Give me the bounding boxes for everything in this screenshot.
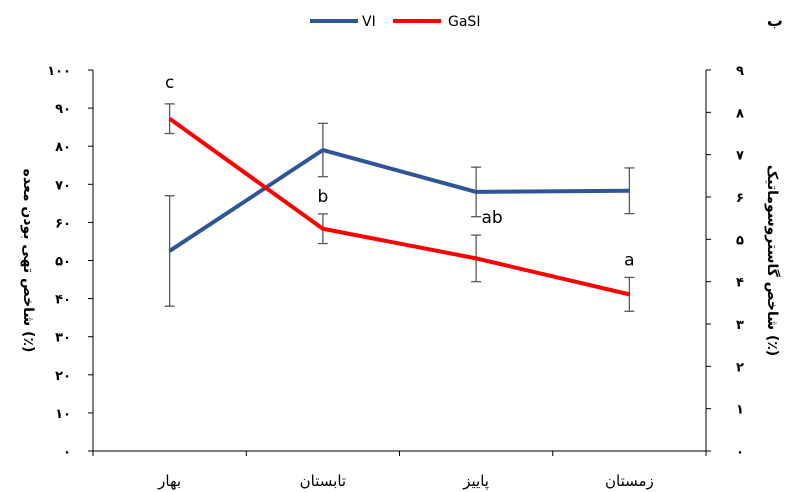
series-line-vi	[168, 148, 630, 253]
legend: VI GaSI	[310, 14, 480, 30]
legend-label: VI	[362, 14, 376, 30]
left-tick-label: ۶۰	[55, 216, 71, 231]
right-tick-label: ۱	[736, 403, 744, 418]
left-tick-label: ۵۰	[55, 255, 71, 270]
left-tick-label: ۱۰	[55, 407, 71, 422]
x-tick-label: پاییز	[462, 472, 489, 491]
series-layer: c b ab a	[164, 73, 635, 312]
right-tick-label: ۶	[736, 191, 744, 206]
right-tick-label: ۰	[736, 445, 744, 460]
left-tick-label: ۳۰	[55, 331, 71, 346]
x-tick-label: بهار	[157, 472, 181, 490]
significance-label: c	[165, 73, 174, 93]
left-tick-label: ۹۰	[55, 102, 71, 117]
right-tick-label: ۷	[736, 149, 744, 164]
right-tick-label: ۴	[736, 276, 744, 291]
left-tick-label: ۲۰	[55, 369, 71, 384]
x-tick-label: تابستان	[300, 472, 346, 490]
right-tick-label: ۲	[736, 360, 744, 375]
left-axis-title: شاخص تهی بودن معده (٪)	[20, 169, 36, 353]
series-line-gasi	[168, 117, 630, 297]
panel-label: ب	[767, 11, 783, 30]
right-tick-label: ۹	[736, 64, 744, 79]
significance-label: ab	[482, 208, 503, 228]
left-tick-label: ۴۰	[55, 293, 71, 308]
right-tick-label: ۵	[736, 233, 744, 248]
left-tick-label: ۸۰	[55, 140, 71, 155]
axes: ۰ ۱۰ ۲۰ ۳۰ ۴۰ ۵۰ ۶۰ ۷۰ ۸۰ ۹۰ ۱۰۰ ۰ ۱ ۲ ۳ ۴ ۵ ۶ ۷ ۸ ۹ بهار تابس…	[20, 64, 781, 491]
right-tick-label: ۸	[736, 106, 744, 121]
left-tick-label: ۱۰۰	[47, 64, 71, 79]
right-tick-label: ۳	[736, 318, 744, 333]
significance-label: a	[624, 250, 634, 270]
x-tick-label: زمستان	[605, 472, 654, 490]
right-axis-title: شاخص گاستروسوماتیک (٪)	[764, 165, 781, 356]
significance-label: b	[317, 187, 328, 207]
left-tick-label: ۷۰	[55, 178, 71, 193]
left-tick-label: ۰	[63, 445, 71, 460]
legend-label: GaSI	[448, 14, 480, 30]
